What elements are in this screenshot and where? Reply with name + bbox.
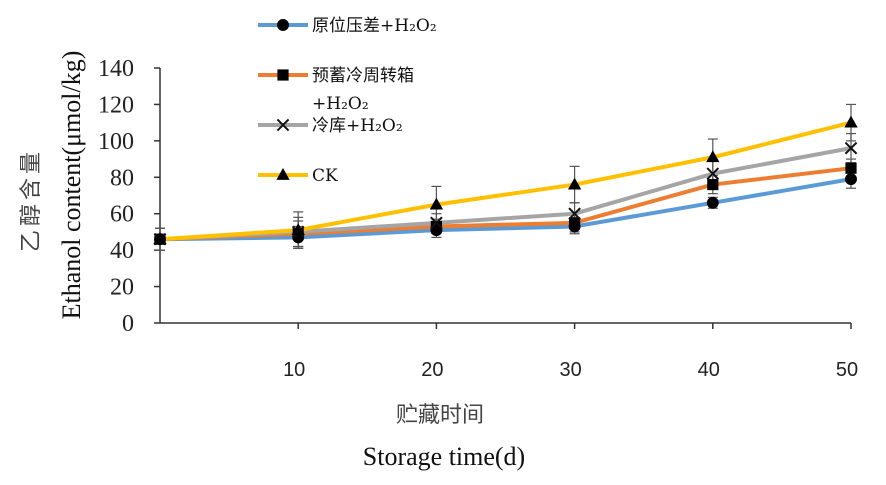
point-marker-square bbox=[277, 69, 289, 81]
y-tick-label: 0 bbox=[122, 311, 134, 337]
point-marker-circle bbox=[845, 173, 857, 186]
point-marker-triangle bbox=[291, 223, 305, 236]
series-markers bbox=[153, 115, 858, 246]
x-tick-label: 40 bbox=[698, 359, 720, 381]
point-marker-square bbox=[845, 162, 857, 174]
point-marker-triangle bbox=[429, 197, 444, 210]
point-marker-square bbox=[707, 178, 719, 191]
point-marker-circle bbox=[706, 196, 719, 209]
point-marker-x bbox=[568, 207, 581, 221]
y-tick-label: 80 bbox=[110, 165, 134, 191]
y-axis-title-en: Ethanol content(μmol/kg) bbox=[57, 51, 86, 320]
legend-label: CK bbox=[312, 166, 338, 186]
x-axis-title-en: Storage time(d) bbox=[363, 442, 525, 471]
point-marker-triangle bbox=[276, 168, 290, 180]
point-marker-circle bbox=[277, 19, 289, 31]
x-tick-label: 30 bbox=[559, 359, 581, 381]
y-tick-label: 40 bbox=[110, 238, 134, 264]
y-tick-label: 140 bbox=[98, 56, 134, 82]
axes bbox=[154, 67, 852, 329]
legend-label: 冷库+H₂O₂ bbox=[312, 116, 403, 136]
point-marker-x bbox=[276, 118, 290, 132]
x-tick-label: 20 bbox=[421, 359, 443, 381]
series-line-1 bbox=[159, 177, 852, 242]
y-axis-title-cn: 乙醇含量 bbox=[19, 148, 44, 252]
point-marker-x bbox=[706, 167, 720, 180]
y-tick-labels: 0 20 40 60 80 100 120 140 bbox=[98, 56, 134, 337]
x-axis-title-cn: 贮藏时间 bbox=[396, 403, 484, 428]
y-tick-label: 60 bbox=[110, 202, 134, 228]
x-tick-label: 50 bbox=[836, 359, 858, 381]
y-tick-label: 20 bbox=[110, 275, 134, 301]
point-marker-x bbox=[844, 141, 858, 155]
point-marker-triangle bbox=[567, 177, 582, 190]
point-marker-triangle bbox=[844, 115, 858, 128]
series-lines bbox=[159, 120, 852, 242]
legend-label-continued: +H₂O₂ bbox=[312, 94, 369, 114]
legend-label: 原位压差+H₂O₂ bbox=[312, 16, 437, 36]
point-marker-triangle bbox=[706, 150, 720, 163]
point-marker-x bbox=[430, 216, 443, 230]
series-line-4 bbox=[159, 120, 852, 242]
point-marker-square bbox=[569, 217, 581, 229]
x-tick-labels: 10 20 30 40 50 bbox=[283, 359, 858, 381]
point-marker-triangle bbox=[153, 232, 167, 245]
y-tick-label: 100 bbox=[98, 129, 134, 155]
legend-label: 预蓄冷周转箱 bbox=[312, 66, 414, 86]
x-tick-label: 10 bbox=[283, 359, 305, 381]
y-tick-label: 120 bbox=[98, 92, 134, 118]
point-marker-square bbox=[430, 220, 442, 233]
